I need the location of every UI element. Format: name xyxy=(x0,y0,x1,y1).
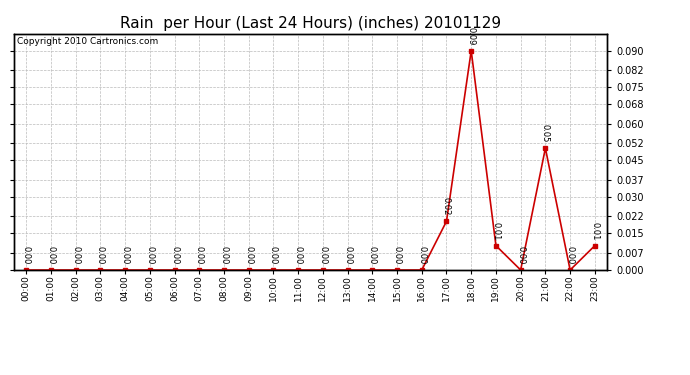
Text: 0.00: 0.00 xyxy=(368,246,377,264)
Text: 0.00: 0.00 xyxy=(96,246,105,264)
Text: 0.00: 0.00 xyxy=(146,246,155,264)
Text: 0.00: 0.00 xyxy=(393,246,402,264)
Title: Rain  per Hour (Last 24 Hours) (inches) 20101129: Rain per Hour (Last 24 Hours) (inches) 2… xyxy=(120,16,501,31)
Text: 0.02: 0.02 xyxy=(442,197,451,216)
Text: 0.00: 0.00 xyxy=(46,246,55,264)
Text: Copyright 2010 Cartronics.com: Copyright 2010 Cartronics.com xyxy=(17,37,158,46)
Text: 0.00: 0.00 xyxy=(269,246,278,264)
Text: 0.00: 0.00 xyxy=(170,246,179,264)
Text: 0.09: 0.09 xyxy=(466,27,475,45)
Text: 0.00: 0.00 xyxy=(294,246,303,264)
Text: 0.01: 0.01 xyxy=(491,222,500,240)
Text: 0.00: 0.00 xyxy=(417,246,426,264)
Text: 0.00: 0.00 xyxy=(343,246,352,264)
Text: 0.00: 0.00 xyxy=(121,246,130,264)
Text: 0.00: 0.00 xyxy=(566,246,575,264)
Text: 0.00: 0.00 xyxy=(516,246,525,264)
Text: 0.00: 0.00 xyxy=(195,246,204,264)
Text: 0.00: 0.00 xyxy=(318,246,327,264)
Text: 0.00: 0.00 xyxy=(219,246,228,264)
Text: 0.00: 0.00 xyxy=(21,246,30,264)
Text: 0.05: 0.05 xyxy=(541,124,550,142)
Text: 0.00: 0.00 xyxy=(244,246,253,264)
Text: 0.00: 0.00 xyxy=(71,246,80,264)
Text: 0.01: 0.01 xyxy=(591,222,600,240)
